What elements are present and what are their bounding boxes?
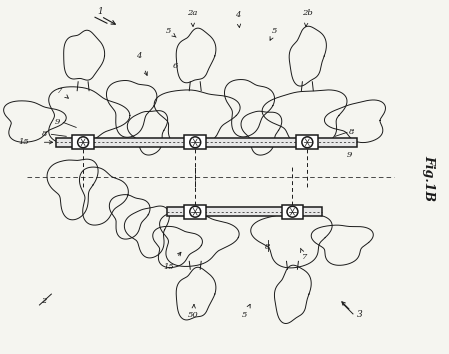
Circle shape <box>190 206 201 217</box>
Text: 7: 7 <box>57 87 62 95</box>
Bar <box>282 205 304 219</box>
Circle shape <box>302 137 313 148</box>
Text: 5: 5 <box>166 27 171 35</box>
Circle shape <box>190 137 201 148</box>
Circle shape <box>78 137 88 148</box>
Bar <box>167 207 322 216</box>
Text: 9: 9 <box>346 151 352 159</box>
Text: 3: 3 <box>357 310 363 319</box>
Text: 4: 4 <box>136 52 141 60</box>
Bar <box>185 135 206 149</box>
Text: 15: 15 <box>18 138 29 146</box>
Text: 7: 7 <box>302 253 307 261</box>
Text: 9: 9 <box>55 119 60 126</box>
Text: 8: 8 <box>349 129 355 136</box>
Text: 2: 2 <box>41 297 46 305</box>
Text: 8: 8 <box>42 130 47 138</box>
Text: 2a: 2a <box>187 9 198 17</box>
Bar <box>72 135 94 149</box>
Text: 50: 50 <box>188 311 198 319</box>
Text: 6: 6 <box>173 62 178 70</box>
Text: 1: 1 <box>97 7 103 16</box>
Text: Fig.1B: Fig.1B <box>422 155 435 201</box>
Text: 4: 4 <box>235 11 241 19</box>
Circle shape <box>287 206 298 217</box>
Text: 2b: 2b <box>302 9 313 17</box>
Text: 15: 15 <box>163 263 174 271</box>
Text: 8: 8 <box>265 244 270 251</box>
Bar <box>296 135 318 149</box>
Bar <box>185 205 206 219</box>
Text: 5: 5 <box>242 311 247 319</box>
Text: 5: 5 <box>272 27 277 35</box>
Bar <box>56 138 357 147</box>
